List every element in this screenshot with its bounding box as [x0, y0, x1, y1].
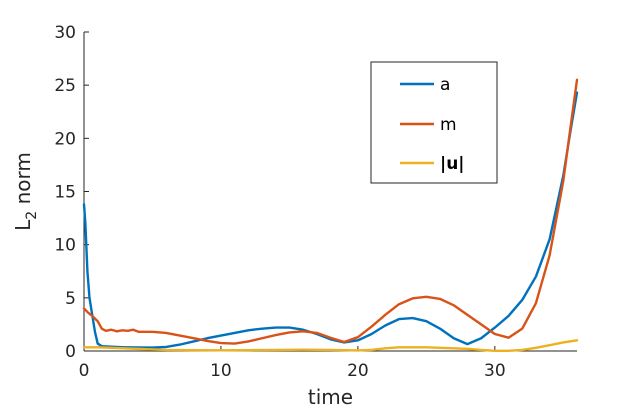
x-tick-label: 20: [347, 361, 369, 381]
y-tick-label: 20: [54, 129, 76, 149]
axes: [83, 32, 577, 352]
legend-label-2: |u|: [440, 154, 465, 174]
y-tick-label: 5: [65, 289, 76, 309]
y-tick-label: 15: [54, 183, 76, 203]
legend-label-0: a: [440, 75, 450, 95]
y-axis-label: L2 norm: [11, 152, 40, 231]
tick-labels: 0 5 10 15 20 25 30 0 10 20 30: [54, 23, 505, 381]
legend-box: [370, 61, 498, 184]
y-tick-label: 30: [54, 23, 76, 43]
series-line-0: [82, 91, 579, 349]
legend: am |u|: [370, 61, 498, 184]
series-line-2: [82, 339, 579, 352]
y-tick-label: 0: [65, 342, 76, 362]
series-line-1: [82, 78, 579, 345]
y-axis-label-suffix: norm: [11, 152, 35, 211]
y-tick-label: 10: [54, 236, 76, 256]
plot-area: [82, 78, 579, 352]
legend-label-1: m: [440, 115, 457, 135]
x-tick-label: 0: [79, 361, 90, 381]
y-tick-label: 25: [54, 76, 76, 96]
x-tick-label: 30: [484, 361, 506, 381]
x-tick-label: 10: [210, 361, 232, 381]
x-axis-label: time: [308, 385, 353, 409]
y-axis-label-main: L: [11, 219, 35, 231]
y-axis-label-subscript: 2: [24, 211, 40, 220]
